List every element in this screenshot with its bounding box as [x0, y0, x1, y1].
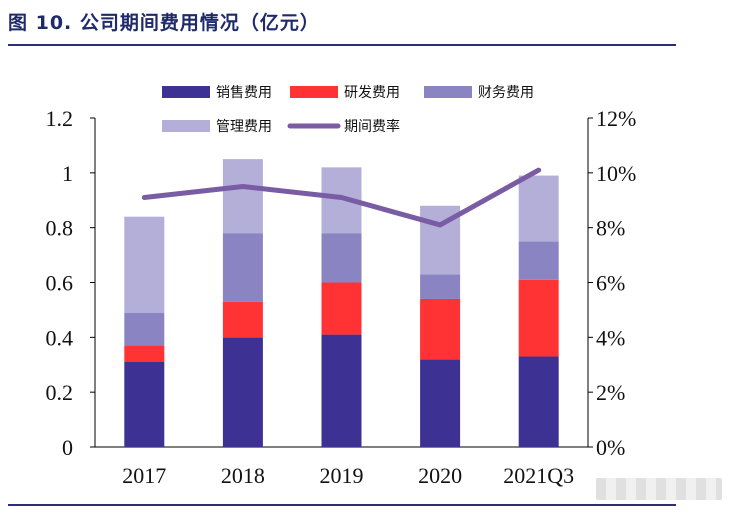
bar-segment	[124, 216, 165, 313]
bar-segment	[518, 356, 559, 447]
right-tick-label: 2%	[596, 380, 625, 405]
legend-label: 管理费用	[216, 119, 272, 135]
bar-segment	[420, 359, 461, 447]
bar-segment	[124, 362, 165, 447]
bottom-rule	[8, 504, 676, 506]
right-tick-label: 0%	[596, 435, 625, 460]
bar-segment	[321, 282, 362, 335]
left-tick-label: 0.2	[46, 380, 74, 405]
left-tick-label: 0	[62, 435, 73, 460]
left-tick-label: 0.4	[46, 325, 74, 350]
chart-axes: 0 0.2 0.4 0.6 0.8 1 1.2 0% 2% 4% 6% 8% 10% 12% 2017 201…	[46, 106, 637, 488]
legend-swatch	[424, 86, 472, 98]
x-tick-label: 2021Q3	[503, 463, 574, 488]
x-tick-label: 2017	[122, 463, 166, 488]
left-tick-label: 1	[62, 161, 73, 186]
x-tick-label: 2019	[320, 463, 364, 488]
right-tick-label: 4%	[596, 325, 625, 350]
legend-label: 销售费用	[216, 85, 272, 101]
bar-segment	[124, 312, 165, 346]
x-tick-label: 2018	[221, 463, 265, 488]
left-tick-label: 0.8	[46, 216, 74, 241]
bar-segment	[518, 241, 559, 280]
right-tick-label: 6%	[596, 271, 625, 296]
bar-segment	[222, 337, 263, 447]
right-tick-label: 10%	[596, 161, 636, 186]
bar-segment	[222, 159, 263, 234]
legend-swatch	[162, 86, 210, 98]
legend-label: 期间费率	[344, 118, 400, 135]
chart-bars	[124, 159, 559, 447]
title-rule	[8, 44, 676, 46]
bar-segment	[321, 334, 362, 447]
bar-segment	[420, 298, 461, 360]
legend-label: 财务费用	[478, 85, 534, 101]
legend-swatch	[290, 86, 338, 98]
bar-segment	[222, 233, 263, 302]
chart-title: 图 10. 公司期间费用情况（亿元）	[8, 12, 320, 34]
chart-line	[141, 167, 542, 228]
bar-segment	[321, 233, 362, 283]
left-tick-label: 1.2	[46, 106, 74, 131]
bar-segment	[420, 274, 461, 299]
bar-segment	[222, 301, 263, 338]
right-tick-label: 12%	[596, 106, 636, 131]
bar-segment	[124, 345, 165, 363]
legend-swatch	[162, 120, 210, 132]
bar-segment	[518, 175, 559, 242]
x-tick-label: 2020	[418, 463, 462, 488]
legend-label: 研发费用	[344, 85, 400, 101]
bar-segment	[518, 279, 559, 357]
watermark	[596, 478, 722, 500]
right-tick-label: 8%	[596, 216, 625, 241]
left-tick-label: 0.6	[46, 271, 74, 296]
